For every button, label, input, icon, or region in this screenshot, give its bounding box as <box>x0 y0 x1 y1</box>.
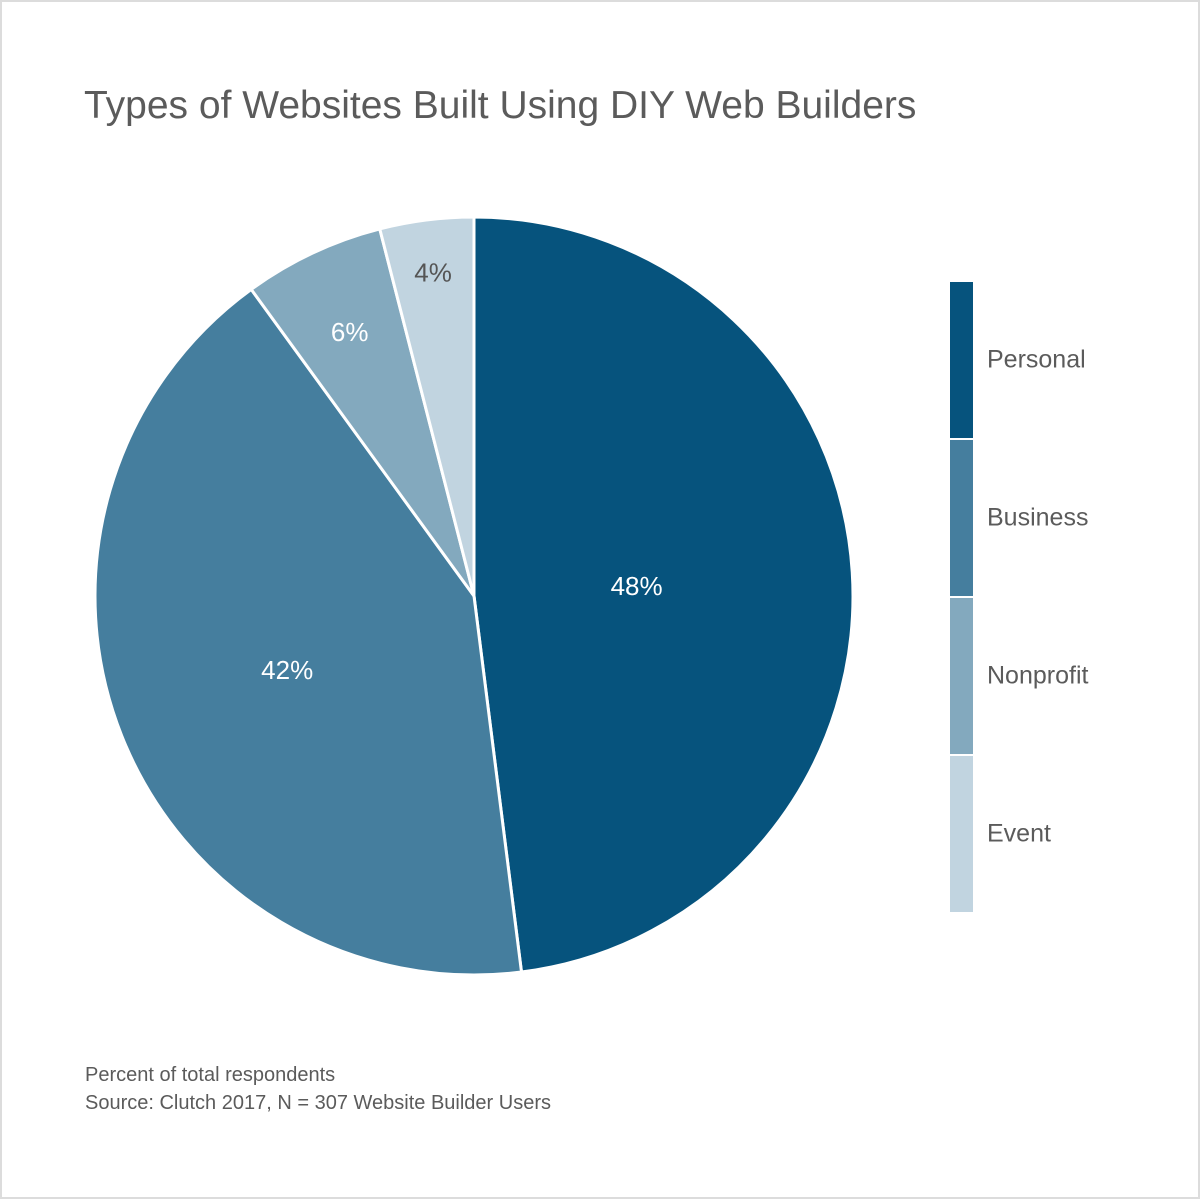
slice-label-nonprofit: 6% <box>331 317 369 347</box>
pie-slices <box>93 215 855 977</box>
legend-swatch-personal <box>950 282 973 438</box>
legend-swatch-business <box>950 440 973 596</box>
chart-title: Types of Websites Built Using DIY Web Bu… <box>84 84 917 127</box>
slice-label-business: 42% <box>261 655 313 685</box>
pie-slice-nonprofit <box>249 227 476 598</box>
legend-swatch-event <box>950 756 973 912</box>
pie-labels: 48% 42% 6% 4% <box>261 258 662 685</box>
footnote: Percent of total respondents Source: Clu… <box>85 1061 551 1117</box>
legend-item-nonprofit: Nonprofit <box>950 598 1120 754</box>
legend: Personal Business Nonprofit Event <box>950 282 1120 914</box>
slice-label-event: 4% <box>414 258 452 288</box>
legend-item-event: Event <box>950 756 1120 912</box>
pie-slice-business <box>93 287 523 977</box>
legend-label-personal: Personal <box>987 345 1086 374</box>
footnote-source: Source: Clutch 2017, N = 307 Website Bui… <box>85 1092 551 1114</box>
legend-label-event: Event <box>987 819 1051 848</box>
legend-item-business: Business <box>950 440 1120 596</box>
legend-item-personal: Personal <box>950 282 1120 438</box>
slice-label-personal: 48% <box>611 571 663 601</box>
legend-label-business: Business <box>987 503 1089 532</box>
footnote-note: Percent of total respondents <box>85 1064 336 1086</box>
pie-slice-personal <box>472 215 855 974</box>
legend-swatch-nonprofit <box>950 598 973 754</box>
pie-slice-event <box>378 215 476 598</box>
legend-label-nonprofit: Nonprofit <box>987 661 1089 690</box>
